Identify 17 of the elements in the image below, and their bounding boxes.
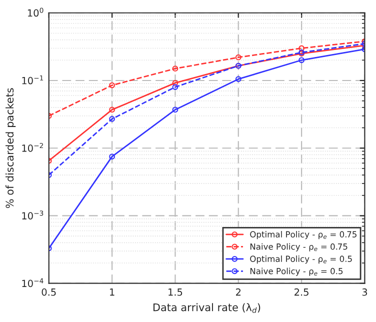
x-tick-label: 0.5 [42,288,56,296]
y-tick-label: 10$^{0}$ [28,8,44,17]
x-tick-label: 1.5 [168,288,182,296]
x-tick-label: 1 [110,288,114,296]
x-tick-label: 2.5 [294,288,308,296]
y-tick-label: 10$^{−4}$ [22,278,44,288]
y-tick-label: 10$^{−2}$ [22,142,43,152]
legend-label: Naive Policy - ρ$_{e}$ = 0.75 [250,243,348,252]
legend-label: Naive Policy - ρ$_{e}$ = 0.5 [250,268,343,276]
legend-label: Optimal Policy - ρ$_{e}$ = 0.75 [250,231,356,240]
x-tick-label: 3 [362,288,368,296]
legend-label: Optimal Policy - ρ$_{e}$ = 0.5 [250,256,352,264]
x-axis-title: Data arrival rate (λ$_{d}$) [154,303,260,313]
x-tick-label: 2 [236,288,241,296]
y-tick-label: 10$^{−1}$ [22,75,44,84]
y-axis-title: % of discarded packets [6,88,16,208]
y-tick-label: 10$^{−3}$ [22,210,44,220]
